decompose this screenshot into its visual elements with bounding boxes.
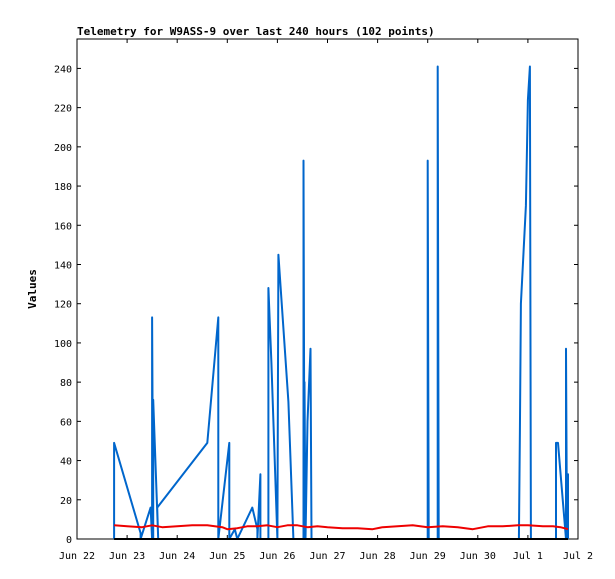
x-tick-label: Jun 23: [109, 551, 145, 562]
x-axis: Jun 22 Jun 23 Jun 24 Jun 25 Jun 26 Jun 27 Jun …: [59, 39, 593, 562]
y-tick-label: 0: [66, 535, 72, 546]
x-tick-label: Jun 26: [259, 551, 295, 562]
x-tick-label: Jun 29: [410, 551, 446, 562]
x-tick-label: Jun 25: [209, 551, 245, 562]
series-line-2: [114, 524, 569, 531]
series-layer: [113, 65, 569, 540]
y-tick-label: 80: [60, 378, 72, 389]
y-axis-label: Values: [26, 269, 39, 309]
y-tick-label: 100: [54, 339, 72, 350]
x-tick-label: Jun 22: [59, 551, 95, 562]
x-tick-label: Jul 2: [563, 551, 593, 562]
y-tick-label: 120: [54, 300, 72, 311]
chart-title: Telemetry for W9ASS-9 over last 240 hour…: [77, 25, 435, 38]
y-tick-label: 20: [60, 496, 72, 507]
y-tick-label: 60: [60, 417, 72, 428]
y-tick-label: 40: [60, 457, 72, 468]
x-tick-label: Jun 30: [460, 551, 496, 562]
y-tick-label: 180: [54, 182, 72, 193]
x-tick-label: Jun 27: [309, 551, 345, 562]
y-tick-label: 240: [54, 64, 72, 75]
y-tick-label: 160: [54, 221, 72, 232]
x-tick-label: Jun 24: [159, 551, 195, 562]
y-axis: 0 20 40 60 80 100 120 140 160 180 200 220 240: [54, 64, 578, 546]
x-tick-label: Jun 28: [360, 551, 396, 562]
series-line-1: [113, 65, 569, 540]
y-tick-label: 140: [54, 260, 72, 271]
y-tick-label: 220: [54, 104, 72, 115]
x-tick-label: Jul 1: [513, 551, 543, 562]
y-tick-label: 200: [54, 143, 72, 154]
